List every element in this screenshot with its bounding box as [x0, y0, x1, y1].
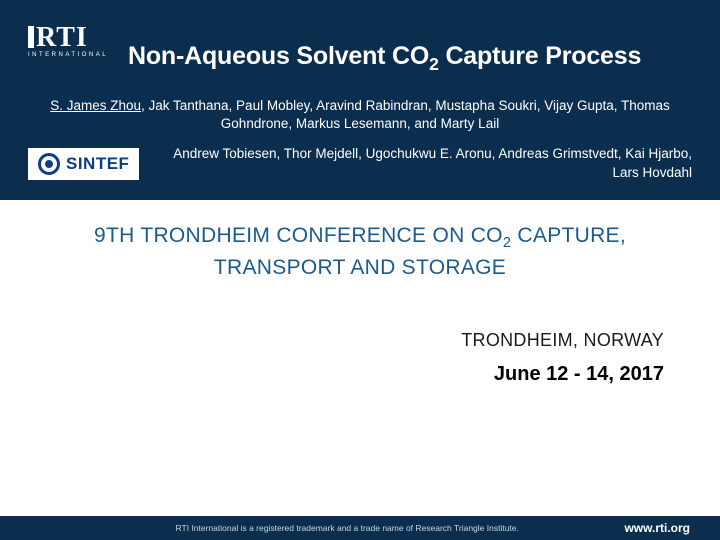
title-sub: 2	[429, 54, 439, 74]
body-block: 9TH TRONDHEIM CONFERENCE ON CO2 CAPTURE,…	[0, 200, 720, 516]
conf-pre: 9TH TRONDHEIM CONFERENCE ON CO	[94, 224, 503, 247]
affiliation-row: SINTEF Andrew Tobiesen, Thor Mejdell, Ug…	[28, 145, 692, 181]
sintef-logo: SINTEF	[28, 148, 139, 180]
title-row: Non-Aqueous Solvent CO2 Capture Process	[128, 42, 692, 75]
location-block: TRONDHEIM, NORWAY June 12 - 14, 2017	[46, 330, 674, 386]
footer-url: www.rti.org	[624, 521, 690, 535]
sintef-text: SINTEF	[66, 154, 129, 174]
location: TRONDHEIM, NORWAY	[46, 330, 664, 351]
title-pre: Non-Aqueous Solvent CO	[128, 42, 429, 70]
coauthors-primary: , Jak Tanthana, Paul Mobley, Aravind Rab…	[141, 98, 670, 131]
authors-secondary: Andrew Tobiesen, Thor Mejdell, Ugochukwu…	[153, 145, 692, 181]
rti-logo-sub: INTERNATIONAL	[28, 52, 108, 58]
slide: RTI INTERNATIONAL Non-Aqueous Solvent CO…	[0, 0, 720, 540]
conf-sub: 2	[503, 235, 511, 251]
footer: RTI International is a registered tradem…	[0, 516, 720, 540]
title-post: Capture Process	[439, 42, 641, 70]
sintef-ring-icon	[38, 153, 60, 175]
rti-logo: RTI INTERNATIONAL	[28, 22, 108, 58]
footer-trademark: RTI International is a registered tradem…	[70, 523, 624, 533]
authors-primary: S. James Zhou, Jak Tanthana, Paul Mobley…	[28, 97, 692, 133]
lead-author: S. James Zhou	[50, 98, 141, 113]
date: June 12 - 14, 2017	[46, 363, 664, 386]
rti-logo-main: RTI	[28, 22, 108, 54]
slide-title: Non-Aqueous Solvent CO2 Capture Process	[128, 42, 641, 70]
header-block: RTI INTERNATIONAL Non-Aqueous Solvent CO…	[0, 0, 720, 200]
conference-name: 9TH TRONDHEIM CONFERENCE ON CO2 CAPTURE,…	[46, 222, 674, 282]
